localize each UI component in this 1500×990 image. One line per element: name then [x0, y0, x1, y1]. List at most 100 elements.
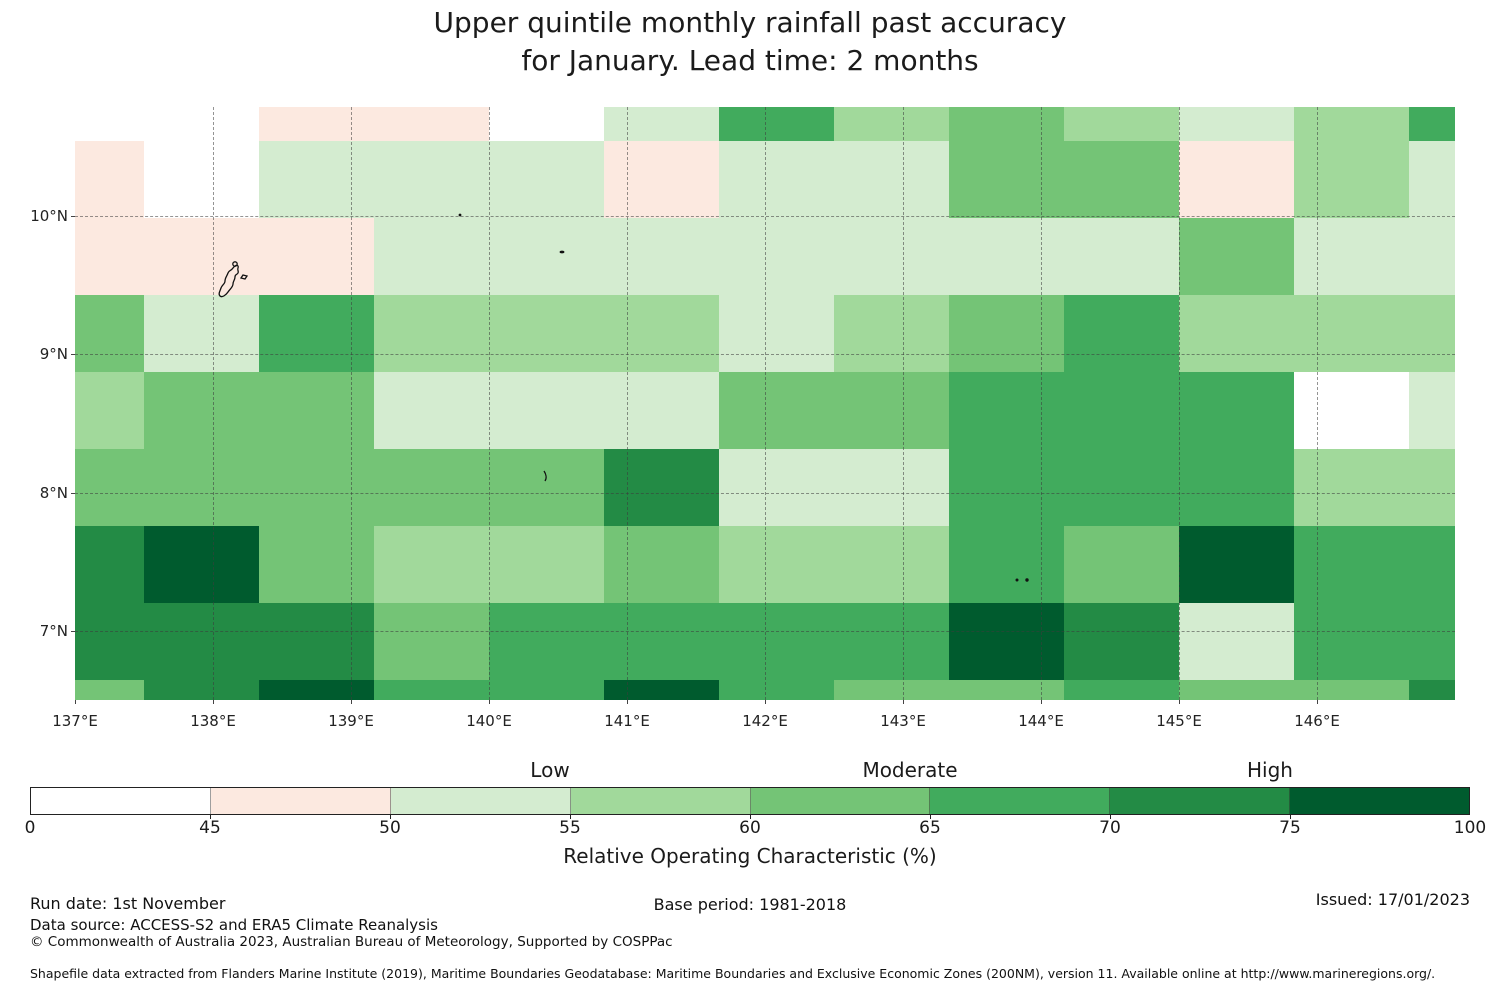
colorbar-zone-label: Low [530, 758, 570, 782]
colorbar-tick-label: 65 [919, 818, 941, 838]
heatmap-cell [719, 295, 834, 372]
heatmap-cell [374, 141, 489, 218]
heatmap-cell [374, 603, 489, 680]
heatmap-cell [374, 449, 489, 526]
x-tick-mark [1317, 700, 1318, 704]
colorbar-segment [390, 788, 571, 814]
heatmap-cell [1179, 449, 1294, 526]
heatmap-cell [259, 603, 374, 680]
heatmap-cell [604, 218, 719, 295]
heatmap-cell [374, 107, 489, 141]
colorbar-axis-label: Relative Operating Characteristic (%) [563, 844, 937, 868]
heatmap-cell [374, 218, 489, 295]
island-outline [232, 261, 238, 267]
heatmap-cell [75, 449, 144, 526]
colorbar-tick-mark [1290, 815, 1291, 819]
islet-dot [1015, 578, 1019, 582]
y-tick-mark [71, 354, 75, 356]
heatmap-cell [259, 526, 374, 603]
y-tick-mark [71, 492, 75, 494]
heatmap-cell [1179, 295, 1294, 372]
heatmap-cell [604, 449, 719, 526]
islet-dot-group [458, 213, 1029, 582]
colorbar-tick-mark [1110, 815, 1111, 819]
y-tick-mark [71, 216, 75, 217]
heatmap-cell [949, 449, 1064, 526]
heatmap-cell [1294, 372, 1409, 449]
heatmap-cell [834, 526, 949, 603]
heatmap-cell [949, 526, 1064, 603]
heatmap-cell [489, 218, 604, 295]
x-tick-label: 140°E [466, 712, 512, 730]
heatmap-cell [1409, 107, 1455, 141]
heatmap-cell [1294, 218, 1409, 295]
chart-title: Upper quintile monthly rainfall past acc… [0, 4, 1500, 80]
heatmap-cell [259, 141, 374, 218]
x-tick-label: 146°E [1294, 712, 1340, 730]
y-tick-label: 8°N [39, 483, 68, 502]
heatmap-cell [1294, 295, 1409, 372]
x-tick-mark [903, 700, 904, 704]
islet-dot [559, 250, 565, 254]
heatmap-cell [489, 526, 604, 603]
heatmap-cell [1409, 218, 1455, 295]
heatmap-cell [719, 680, 834, 700]
gridline-vertical [351, 107, 352, 700]
gridline-vertical [1041, 107, 1042, 700]
x-tick-mark [627, 700, 628, 704]
heatmap-cell [1294, 141, 1409, 218]
colorbar-tick-label: 60 [739, 818, 761, 838]
heatmap-cell [374, 372, 489, 449]
heatmap-cell [1064, 372, 1179, 449]
colorbar-zone-label: High [1247, 758, 1293, 782]
heatmap-cell [144, 372, 259, 449]
heatmap-cell [489, 295, 604, 372]
heatmap-cell [489, 449, 604, 526]
heatmap-cell [1294, 449, 1409, 526]
x-tick-label: 143°E [880, 712, 926, 730]
gridline-vertical [489, 107, 490, 700]
heatmap-cell [1409, 526, 1455, 603]
heatmap-cell [1294, 526, 1409, 603]
x-tick-mark [351, 700, 352, 704]
data-source-text: Data source: ACCESS-S2 and ERA5 Climate … [30, 916, 438, 934]
gridline-horizontal [75, 492, 1455, 494]
gridline-horizontal [75, 216, 1455, 217]
heatmap-cell [1409, 372, 1455, 449]
colorbar-tick-mark [210, 815, 211, 819]
heatmap-cell [374, 526, 489, 603]
colorbar-segment [930, 788, 1111, 814]
heatmap-cell [1064, 603, 1179, 680]
copyright-text: © Commonwealth of Australia 2023, Austra… [30, 934, 673, 950]
colorbar-tick-label: 100 [1453, 818, 1487, 838]
x-tick-mark [489, 700, 490, 704]
heatmap-cell [949, 141, 1064, 218]
heatmap-cell [834, 141, 949, 218]
heatmap-cell [75, 141, 144, 218]
heatmap-cell [834, 449, 949, 526]
heatmap-cell [719, 526, 834, 603]
heatmap-cell [1179, 680, 1294, 700]
heatmap-cell [259, 372, 374, 449]
chart-title-line1: Upper quintile monthly rainfall past acc… [433, 6, 1067, 39]
heatmap-cell [75, 107, 144, 141]
x-tick-mark [765, 700, 766, 704]
heatmap-cell [604, 295, 719, 372]
heatmap-cell [489, 680, 604, 700]
island-outline [218, 264, 239, 298]
heatmap-cell [1064, 218, 1179, 295]
heatmap-cell [75, 218, 144, 295]
gridline-vertical [1317, 107, 1318, 700]
heatmap-cell [719, 218, 834, 295]
islet-dot [1025, 578, 1029, 582]
heatmap-cell [1064, 107, 1179, 141]
x-tick-label: 141°E [604, 712, 650, 730]
heatmap-cell [75, 295, 144, 372]
heatmap-cell [1294, 680, 1409, 700]
x-tick-mark [1179, 700, 1180, 704]
colorbar-tick-label: 0 [24, 818, 36, 838]
heatmap-cell [719, 141, 834, 218]
y-tick-label: 10°N [30, 207, 68, 225]
heatmap-cell [1064, 449, 1179, 526]
heatmap-cell [144, 526, 259, 603]
